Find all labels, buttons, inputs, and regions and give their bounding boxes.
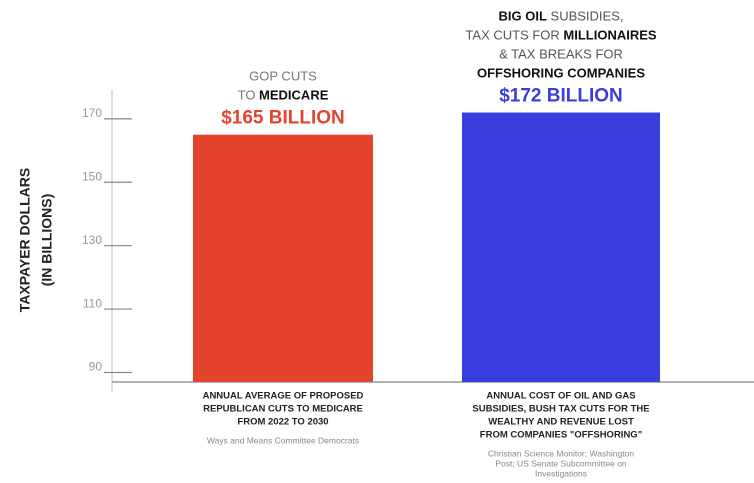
headline: TO MEDICARE xyxy=(238,88,329,103)
headline-part: SUBSIDIES, xyxy=(547,9,624,24)
value-label: $172 BILLION xyxy=(499,86,623,107)
x-tick-label: SUBSIDIES, BUSH TAX CUTS FOR THE xyxy=(472,404,649,415)
x-tick-label: ANNUAL COST OF OIL AND GAS xyxy=(486,391,635,402)
x-tick-label: FROM COMPANIES "OFFSHORING" xyxy=(480,430,642,441)
headline-part: & TAX BREAKS FOR xyxy=(499,47,623,62)
headline: TAX CUTS FOR MILLIONAIRES xyxy=(465,28,656,43)
y-tick-label: 130 xyxy=(82,233,102,247)
headline-part: TO xyxy=(238,88,259,103)
headline-part: OFFSHORING COMPANIES xyxy=(477,66,645,81)
source: Post; US Senate Subcommittee on xyxy=(495,458,627,468)
y-axis-label: (IN BILLIONS) xyxy=(39,194,55,287)
headline: BIG OIL SUBSIDIES, xyxy=(499,9,624,24)
x-tick-label: WEALTHY AND REVENUE LOST xyxy=(488,417,634,428)
x-tick-label: FROM 2022 TO 2030 xyxy=(237,417,328,428)
value-label: $165 BILLION xyxy=(221,108,345,129)
source: Investigations xyxy=(535,468,587,478)
headline-part: GOP CUTS xyxy=(249,69,317,84)
bar xyxy=(193,134,373,382)
x-tick-label: REPUBLICAN CUTS TO MEDICARE xyxy=(203,404,363,415)
headline-part: MILLIONAIRES xyxy=(563,28,656,43)
headline: & TAX BREAKS FOR xyxy=(499,47,623,62)
headline: OFFSHORING COMPANIES xyxy=(477,66,645,81)
bar xyxy=(462,112,660,383)
headline-part: MEDICARE xyxy=(259,88,329,103)
y-tick-label: 170 xyxy=(82,106,102,120)
source: Ways and Means Committee Democrats xyxy=(207,435,359,445)
x-tick-label: ANNUAL AVERAGE OF PROPOSED xyxy=(203,391,364,402)
y-tick-label: 110 xyxy=(83,296,102,310)
headline-part: BIG OIL xyxy=(499,9,547,24)
headline-part: TAX CUTS FOR xyxy=(465,28,563,43)
headline: GOP CUTS xyxy=(249,69,317,84)
source: Christian Science Monitor; Washington xyxy=(488,448,634,458)
y-tick-label: 150 xyxy=(82,169,102,183)
y-tick-label: 90 xyxy=(89,360,103,374)
y-axis-label: TAXPAYER DOLLARS xyxy=(17,168,33,312)
